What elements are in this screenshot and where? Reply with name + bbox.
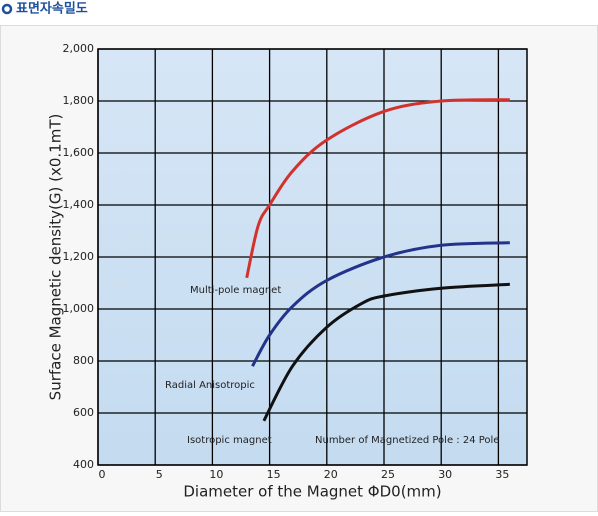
y-tick-label: 1,600 <box>63 146 95 159</box>
y-tick-label: 2,000 <box>63 42 95 55</box>
x-tick-label: 30 <box>438 468 452 481</box>
x-tick-label: 20 <box>324 468 338 481</box>
y-axis-label: Surface Magnetic density(G) (x0.1mT) <box>47 114 65 401</box>
series-line <box>245 98 510 279</box>
y-tick-label: 1,200 <box>63 250 95 263</box>
x-tick-label: 35 <box>495 468 509 481</box>
y-tick-label: 1,400 <box>63 198 95 211</box>
series-line <box>251 241 510 367</box>
x-axis-label: Diameter of the Magnet ΦD0(mm) <box>183 483 441 501</box>
annotation: Number of Magnetized Pole : 24 Pole <box>315 435 499 446</box>
x-tick-label: 25 <box>381 468 395 481</box>
x-tick-label: 15 <box>267 468 281 481</box>
bullet-icon <box>1 3 13 15</box>
x-tick-label: 5 <box>156 468 163 481</box>
plot-frame <box>97 48 528 466</box>
y-tick-label: 800 <box>73 354 94 367</box>
y-tick-label: 600 <box>73 406 94 419</box>
y-tick-label: 1,000 <box>63 302 95 315</box>
series-line <box>262 282 510 422</box>
section-title: 표면자속밀도 <box>16 1 88 17</box>
series-annotation: Radial Anisotropic <box>165 380 255 391</box>
x-tick-label: 0 <box>99 468 106 481</box>
y-tick-label: 400 <box>73 458 94 471</box>
series-annotation: Isotropic magnet <box>187 435 272 446</box>
y-tick-label: 1,800 <box>63 94 95 107</box>
series-annotation: Multi-pole magnet <box>190 285 281 296</box>
x-tick-label: 10 <box>209 468 223 481</box>
